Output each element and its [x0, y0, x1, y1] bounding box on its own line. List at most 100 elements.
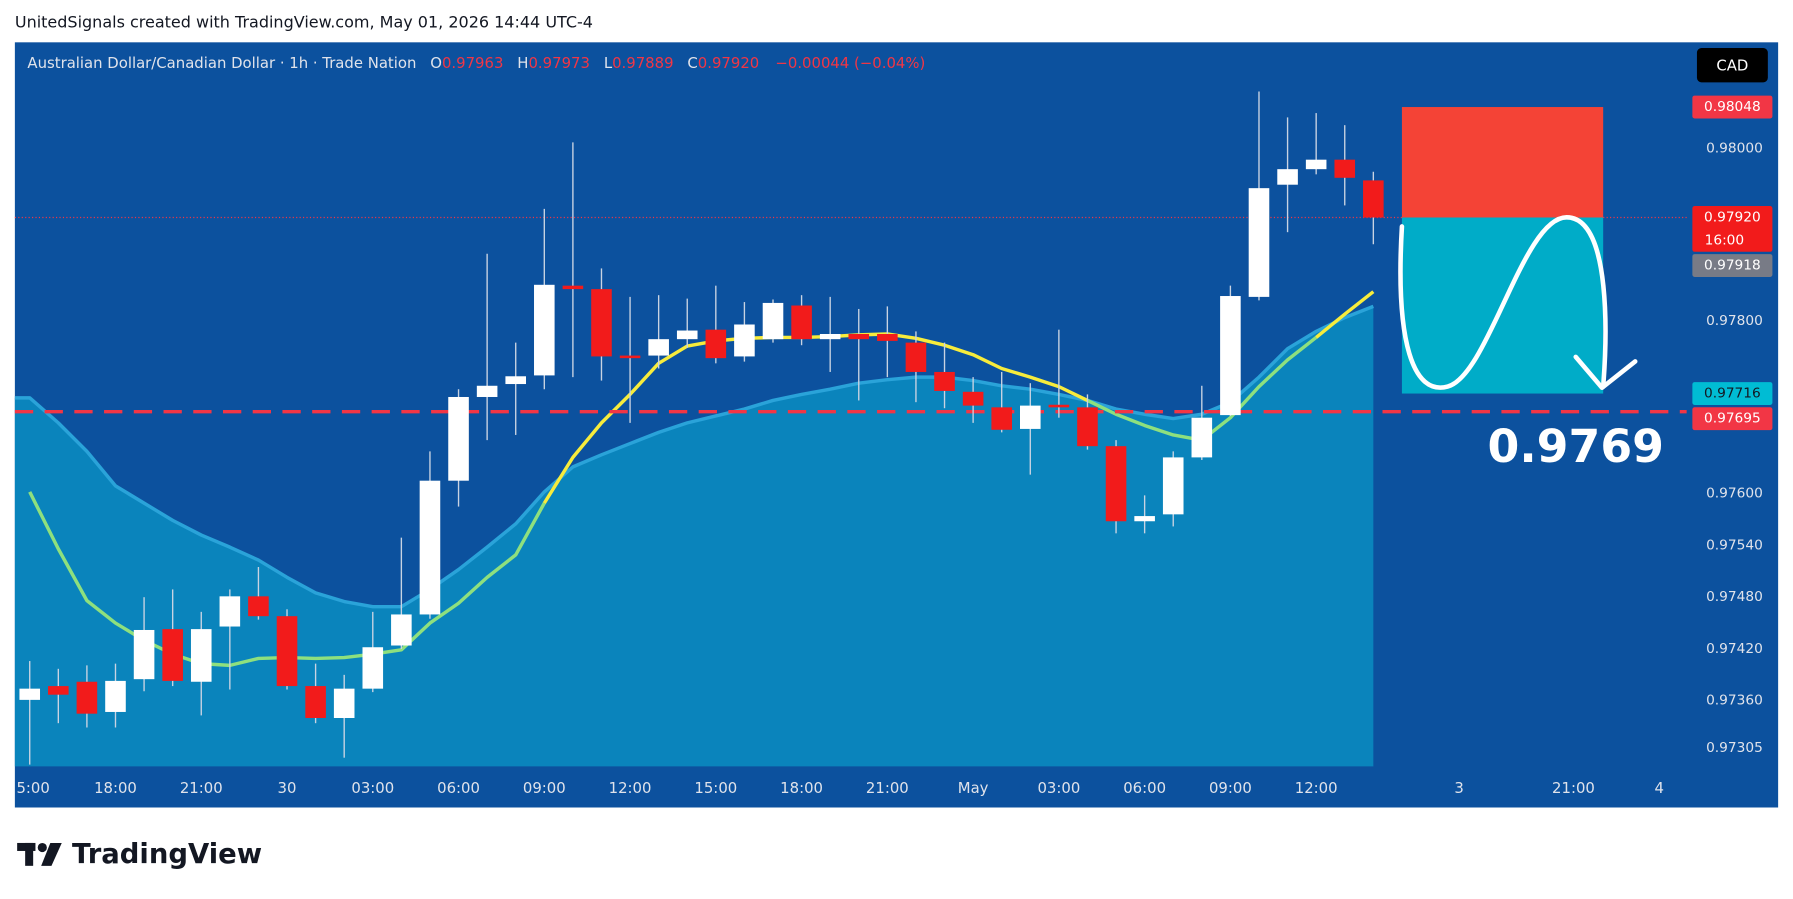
candle-body	[19, 688, 41, 700]
candle-body	[1048, 404, 1070, 408]
candle-body	[305, 686, 326, 718]
candle-body	[676, 330, 698, 340]
x-tick-label: 18:00	[780, 779, 823, 797]
candle-body	[934, 371, 955, 391]
ma-line	[542, 332, 1089, 505]
candle-body	[505, 376, 527, 385]
y-tick-label: 0.97305	[1706, 740, 1763, 756]
ma-line	[14, 304, 1374, 609]
legend-value: 0.97963	[442, 54, 503, 72]
legend-value: 0.97920	[698, 54, 759, 72]
candle-body	[1134, 516, 1155, 522]
logo-mark	[41, 842, 62, 866]
price-tag	[1692, 407, 1773, 431]
candle-body	[76, 681, 98, 714]
candle-body	[333, 688, 355, 718]
x-tick-label: 18:00	[94, 779, 137, 797]
candle-body	[562, 285, 584, 290]
candle-body	[1077, 407, 1098, 447]
y-tick-label: 0.97480	[1706, 589, 1763, 605]
legend-value: 0.97973	[528, 54, 589, 72]
candle-body	[1277, 169, 1298, 185]
candle-body	[1019, 405, 1041, 429]
candle-body	[1334, 159, 1356, 178]
candle-body	[248, 596, 269, 617]
x-tick-label: 03:00	[1037, 779, 1080, 797]
currency: CAD	[1716, 56, 1748, 74]
x-tick-label: 4	[1654, 779, 1663, 797]
candle-body	[848, 333, 870, 340]
y-tick-label: 0.97600	[1706, 486, 1763, 502]
candle-body	[991, 407, 1012, 430]
candle-body	[534, 284, 555, 376]
legend-change: −0.00044 (−0.04%)	[775, 54, 925, 72]
price-tag	[1692, 254, 1773, 277]
candle-body	[705, 329, 727, 359]
candle-body	[1105, 446, 1127, 522]
candle-body	[648, 339, 669, 356]
price-tag-label: 0.97920	[1704, 209, 1761, 225]
candle-body	[619, 355, 641, 359]
candle-body	[1305, 159, 1327, 170]
candle-body	[1363, 180, 1384, 218]
x-tick-label: 3	[1454, 779, 1463, 797]
y-tick-label: 0.97800	[1706, 313, 1763, 329]
price-tag-label: 0.97918	[1704, 258, 1761, 274]
candle-body	[219, 596, 241, 627]
candle-body	[448, 396, 469, 481]
price-tag	[1692, 95, 1773, 119]
y-tick-label: 0.97420	[1706, 641, 1763, 657]
price-tag-label: 0.97716	[1704, 386, 1761, 402]
arrow-curve	[1398, 215, 1608, 390]
y-tick-label: 0.98000	[1706, 140, 1763, 156]
legend: Australian Dollar/Canadian Dollar · 1h ·…	[27, 54, 925, 72]
candle-body	[1191, 417, 1213, 458]
y-tick-label: 0.97540	[1706, 537, 1763, 553]
x-tick-label: 21:00	[180, 779, 223, 797]
x-tick-label: 21:00	[1552, 779, 1595, 797]
legend-value: 0.97889	[612, 54, 673, 72]
candle-body	[905, 342, 927, 372]
x-tick-label: 06:00	[1123, 779, 1166, 797]
price-tag	[1692, 206, 1773, 252]
logo-mark	[37, 842, 47, 853]
candle-body	[276, 616, 298, 687]
candle-body	[819, 333, 841, 340]
price-tag-label: 0.98048	[1704, 99, 1761, 115]
x-tick-label: 09:00	[1209, 779, 1252, 797]
x-tick-label: 03:00	[351, 779, 394, 797]
candle-body	[962, 391, 984, 406]
x-tick-label: 5:00	[16, 779, 49, 797]
candle-body	[391, 614, 412, 646]
brand: TradingView	[72, 839, 262, 870]
legend-label: L	[604, 54, 613, 72]
candle-body	[734, 324, 755, 357]
currency-box[interactable]	[1696, 48, 1768, 83]
candle-body	[48, 686, 69, 695]
candle-body	[162, 629, 183, 681]
header: UnitedSignals created with TradingView.c…	[15, 12, 593, 31]
candle-body	[1248, 188, 1270, 297]
x-tick-label: 06:00	[437, 779, 480, 797]
legend-label: O	[430, 54, 442, 72]
price-tag	[1692, 382, 1773, 405]
x-tick-label: 12:00	[609, 779, 652, 797]
stop-zone	[1401, 107, 1604, 218]
candle-body	[362, 647, 384, 689]
legend-label: H	[517, 54, 528, 72]
candle-body	[1220, 296, 1241, 416]
candle-body	[476, 385, 498, 397]
candle-body	[105, 680, 126, 712]
logo	[17, 842, 62, 866]
x-tick-label: 30	[278, 779, 297, 797]
x-tick-label: 21:00	[866, 779, 909, 797]
ma-line	[1315, 290, 1375, 339]
candle-body	[591, 289, 612, 357]
candle-body	[1162, 457, 1184, 515]
x-tick-label: 12:00	[1295, 779, 1338, 797]
candle-body	[133, 629, 155, 680]
x-tick-label: May	[958, 779, 989, 797]
candle-body	[877, 333, 898, 341]
